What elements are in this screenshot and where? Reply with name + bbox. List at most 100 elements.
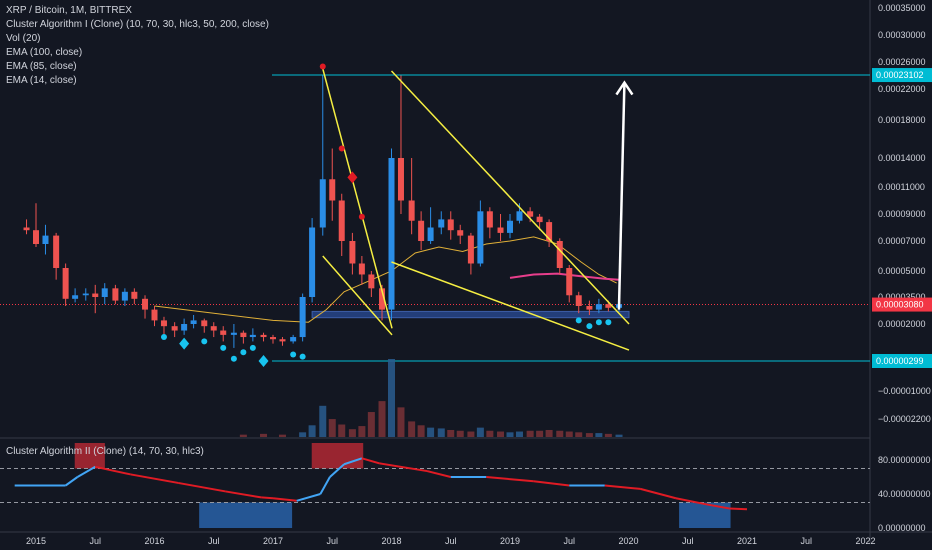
signal-dot (338, 145, 345, 152)
candle-body (260, 334, 267, 338)
candle-body (556, 241, 563, 268)
volume-bar (506, 432, 514, 437)
volume-bar (367, 412, 375, 437)
oscillator-tick-label: 80.00000000 (878, 455, 931, 465)
trendline (322, 255, 393, 336)
oscillator-title[interactable]: Cluster Algorithm II (Clone) (14, 70, 30… (6, 446, 204, 457)
candle-body (368, 274, 375, 289)
candle-body (201, 320, 208, 327)
signal-dot (319, 63, 326, 70)
oscillator-line (604, 484, 641, 490)
candle-body (249, 334, 256, 338)
indicator-ema-100[interactable]: EMA (100, close) (6, 47, 83, 58)
candle-body (72, 295, 79, 299)
y-tick-label: 0.00002000 (878, 319, 926, 329)
candle-body (42, 235, 49, 244)
indicator-ema-14[interactable]: EMA (14, close) (6, 75, 77, 86)
volume-bar (486, 430, 494, 437)
y-tick-label: 0.00011000 (878, 182, 925, 192)
oscillator-line (343, 457, 363, 466)
support-band (311, 310, 630, 319)
candle-body (486, 211, 493, 228)
oscillator-line (705, 503, 730, 510)
signal-dot (160, 334, 167, 341)
candle-body (92, 293, 99, 297)
y-tick-label: 0.00009000 (878, 209, 926, 219)
volume-bar (447, 429, 455, 437)
volume-bar (408, 421, 416, 437)
x-tick-label: Jul (682, 536, 694, 546)
oscillator-tick-label: 40.00000000 (878, 489, 931, 499)
candle-body (507, 220, 513, 233)
signal-dot (299, 353, 306, 360)
candle-body (467, 235, 474, 264)
volume-bar (388, 359, 395, 437)
candle-body (497, 227, 504, 233)
candle-body (319, 179, 326, 228)
candle-body (427, 227, 434, 241)
oscillator-line (361, 457, 380, 465)
y-tick-label: 0.00018000 (878, 115, 926, 125)
candle-body (358, 263, 365, 275)
y-tick-label: −0.00002200 (878, 414, 931, 424)
price-tag-label: 0.00000299 (876, 356, 924, 366)
y-tick-label: 0.00007000 (878, 236, 926, 246)
candle-body (131, 291, 138, 299)
oscillator-line (95, 465, 132, 476)
x-tick-label: Jul (800, 536, 812, 546)
indicator-cluster-1[interactable]: Cluster Algorithm I (Clone) (10, 70, 30,… (6, 19, 269, 30)
volume-bar (378, 401, 386, 437)
oscillator-zone (74, 443, 105, 469)
candle-body (379, 288, 386, 310)
indicator-ema-85[interactable]: EMA (85, close) (6, 61, 77, 72)
volume-bar (397, 407, 405, 437)
candle-body (447, 219, 454, 231)
trendline (322, 68, 393, 329)
candle-body (230, 332, 237, 335)
oscillator-line (533, 480, 570, 487)
target-arrow-shaft (617, 82, 626, 310)
target-arrow-head (615, 80, 634, 96)
candle-body (575, 295, 582, 306)
volume-bar (427, 427, 435, 437)
signal-dot (290, 351, 297, 358)
volume-bar (467, 431, 475, 437)
signal-diamond (258, 354, 269, 367)
candle-body (151, 309, 158, 321)
oscillator-zone (311, 443, 364, 469)
signal-dot (240, 349, 247, 356)
x-tick-label: 2021 (737, 536, 757, 546)
y-tick-label: 0.00030000 (878, 30, 926, 40)
x-tick-label: 2022 (855, 536, 875, 546)
oscillator-line (319, 476, 331, 495)
oscillator-zone (199, 502, 293, 528)
candle-body (160, 320, 167, 327)
volume-bar (565, 431, 573, 437)
candle-body (536, 216, 543, 223)
x-tick-label: Jul (89, 536, 101, 546)
volume-bar (526, 430, 534, 437)
volume-bar (595, 433, 603, 437)
candle-body (349, 241, 356, 264)
signal-dot (220, 344, 227, 351)
oscillator-line (272, 497, 297, 502)
price-tag-label: 0.00003080 (876, 300, 924, 310)
x-tick-label: 2020 (618, 536, 638, 546)
candle-body (477, 211, 484, 264)
indicator-vol[interactable]: Vol (20) (6, 33, 41, 44)
candle-body (299, 297, 306, 338)
volume-bar (239, 434, 247, 437)
oscillator-tick-label: 0.00000000 (878, 523, 926, 533)
price-tag-label: 0.00023102 (876, 70, 924, 80)
candle-body (112, 288, 119, 301)
x-tick-label: 2017 (263, 536, 283, 546)
symbol-title[interactable]: XRP / Bitcoin, 1M, BITTREX (6, 5, 132, 16)
signal-dot (230, 355, 237, 362)
candle-body (418, 220, 425, 241)
candle-body (279, 339, 286, 342)
signal-dot (605, 319, 612, 326)
candle-body (595, 304, 602, 310)
candle-body (309, 227, 316, 297)
y-tick-label: 0.00022000 (878, 84, 926, 94)
